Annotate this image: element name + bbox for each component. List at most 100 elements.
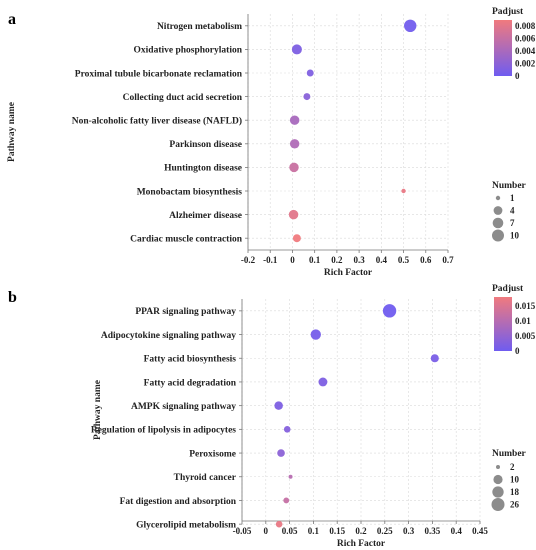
number-legend-label: 7 bbox=[510, 218, 515, 228]
number-legend-circle bbox=[493, 474, 503, 485]
number-legend-label: 18 bbox=[510, 487, 520, 497]
data-point bbox=[289, 162, 299, 173]
data-point bbox=[306, 69, 314, 77]
x-tick-label: 0 bbox=[290, 255, 295, 265]
x-tick-label: 0.3 bbox=[403, 526, 415, 536]
x-tick-label: 0.2 bbox=[331, 255, 343, 265]
data-point bbox=[430, 354, 439, 363]
data-point bbox=[303, 93, 311, 101]
x-tick-label: 0.6 bbox=[420, 255, 432, 265]
x-axis-title: Rich Factor bbox=[337, 539, 386, 549]
pathway-label: Glycerolipid metabolism bbox=[136, 520, 236, 530]
padjust-legend-label: 0.008 bbox=[515, 21, 536, 31]
pathway-label: Collecting duct acid secretion bbox=[123, 93, 243, 103]
data-point bbox=[288, 474, 293, 479]
number-legend-circle bbox=[492, 229, 504, 242]
x-tick-label: 0.1 bbox=[308, 526, 320, 536]
x-tick-label: 0.4 bbox=[376, 255, 388, 265]
number-legend-circle bbox=[493, 206, 503, 215]
x-tick-label: 0.3 bbox=[353, 255, 365, 265]
x-tick-label: 0.05 bbox=[282, 526, 298, 536]
number-legend-circle bbox=[495, 195, 501, 201]
pathway-label: Monobactam biosynthesis bbox=[137, 187, 243, 197]
number-legend-label: 10 bbox=[510, 475, 520, 485]
number-legend-title: Number bbox=[492, 181, 527, 191]
number-legend-circle bbox=[491, 498, 505, 511]
x-tick-label: 0.2 bbox=[355, 526, 367, 536]
panel-b: b -0.05 0 0.05 0.1 0.15 0.2 0.25 0.3 0.35 0.4 0.45… bbox=[8, 284, 536, 549]
data-point bbox=[289, 115, 300, 125]
padjust-color-bar bbox=[494, 20, 512, 76]
pathway-label: PPAR signaling pathway bbox=[135, 307, 236, 317]
pathway-label: AMPK signaling pathway bbox=[131, 402, 236, 412]
grid-lines bbox=[247, 14, 449, 250]
padjust-legend-label: 0.015 bbox=[515, 301, 536, 311]
padjust-legend-label: 0.004 bbox=[515, 46, 536, 56]
x-tick-label: 0.7 bbox=[442, 255, 454, 265]
x-tick-label: 0.4 bbox=[451, 526, 463, 536]
number-legend-title: Number bbox=[492, 449, 527, 459]
pathway-label: Parkinson disease bbox=[169, 140, 242, 150]
pathway-label: Fatty acid biosynthesis bbox=[144, 355, 237, 365]
number-legend-circle bbox=[492, 217, 504, 229]
x-tick-label: 0.15 bbox=[329, 526, 345, 536]
data-point bbox=[277, 449, 285, 457]
pathway-label: Adipocytokine signaling pathway bbox=[101, 331, 236, 341]
pathway-label: Alzheimer disease bbox=[169, 211, 242, 221]
data-point bbox=[291, 44, 302, 55]
padjust-legend-label: 0.01 bbox=[515, 316, 531, 326]
pathway-label: Peroxisome bbox=[189, 449, 236, 459]
number-legend-label: 4 bbox=[510, 206, 515, 216]
data-point bbox=[288, 209, 299, 220]
data-points bbox=[288, 19, 417, 243]
x-tick-label: 0.5 bbox=[398, 255, 410, 265]
pathway-label: Proximal tubule bicarbonate reclamation bbox=[75, 69, 243, 79]
number-legend-label: 1 bbox=[510, 193, 515, 203]
y-axis-title: Pathway name bbox=[93, 380, 103, 440]
pathway-label: Fatty acid degradation bbox=[144, 378, 237, 388]
number-legend-circle bbox=[492, 486, 504, 498]
x-axis-title: Rich Factor bbox=[324, 268, 373, 278]
x-tick-label: 0.35 bbox=[425, 526, 441, 536]
number-legend-label: 26 bbox=[510, 500, 520, 510]
x-tick-label: 0.1 bbox=[309, 255, 321, 265]
number-legend-circle bbox=[496, 465, 500, 469]
x-tick-label: 0.25 bbox=[377, 526, 393, 536]
pathway-label: Huntington disease bbox=[164, 164, 242, 174]
pathway-label: Cardiac muscle contraction bbox=[130, 235, 243, 245]
y-axis-title: Pathway name bbox=[7, 102, 17, 162]
panel-b-letter: b bbox=[8, 289, 17, 306]
data-point bbox=[310, 329, 321, 340]
panel-a-letter: a bbox=[8, 11, 16, 28]
data-point bbox=[283, 497, 290, 504]
x-tick-label: 0.45 bbox=[472, 526, 488, 536]
x-tick-label: -0.05 bbox=[233, 526, 252, 536]
x-tick-label: 0 bbox=[264, 526, 269, 536]
pathway-label: Fat digestion and absorption bbox=[120, 497, 237, 507]
x-tick-label: -0.2 bbox=[241, 255, 256, 265]
data-point bbox=[401, 188, 406, 194]
data-point bbox=[292, 234, 301, 243]
data-point bbox=[289, 139, 300, 149]
x-tick-label: -0.1 bbox=[263, 255, 278, 265]
pathway-label: Nitrogen metabolism bbox=[157, 22, 242, 32]
data-point bbox=[382, 304, 397, 318]
data-point bbox=[275, 520, 283, 528]
padjust-color-bar bbox=[494, 297, 512, 351]
grid-lines bbox=[241, 299, 481, 525]
data-points bbox=[274, 304, 439, 528]
pathway-label: Non-alcoholic fatty liver disease (NAFLD… bbox=[72, 116, 242, 127]
number-legend-label: 10 bbox=[510, 231, 520, 241]
padjust-legend-label: 0 bbox=[515, 346, 520, 356]
padjust-legend-label: 0.005 bbox=[515, 331, 536, 341]
padjust-legend-label: 0 bbox=[515, 71, 520, 81]
number-legend-label: 2 bbox=[510, 462, 515, 472]
padjust-legend-title: Padjust bbox=[492, 284, 524, 294]
padjust-legend-title: Padjust bbox=[492, 7, 524, 17]
pathway-label: Regulation of lipolysis in adipocytes bbox=[91, 426, 236, 436]
data-point bbox=[404, 19, 417, 33]
data-point bbox=[274, 401, 283, 410]
data-point bbox=[318, 377, 328, 387]
pathway-label: Oxidative phosphorylation bbox=[134, 46, 243, 56]
